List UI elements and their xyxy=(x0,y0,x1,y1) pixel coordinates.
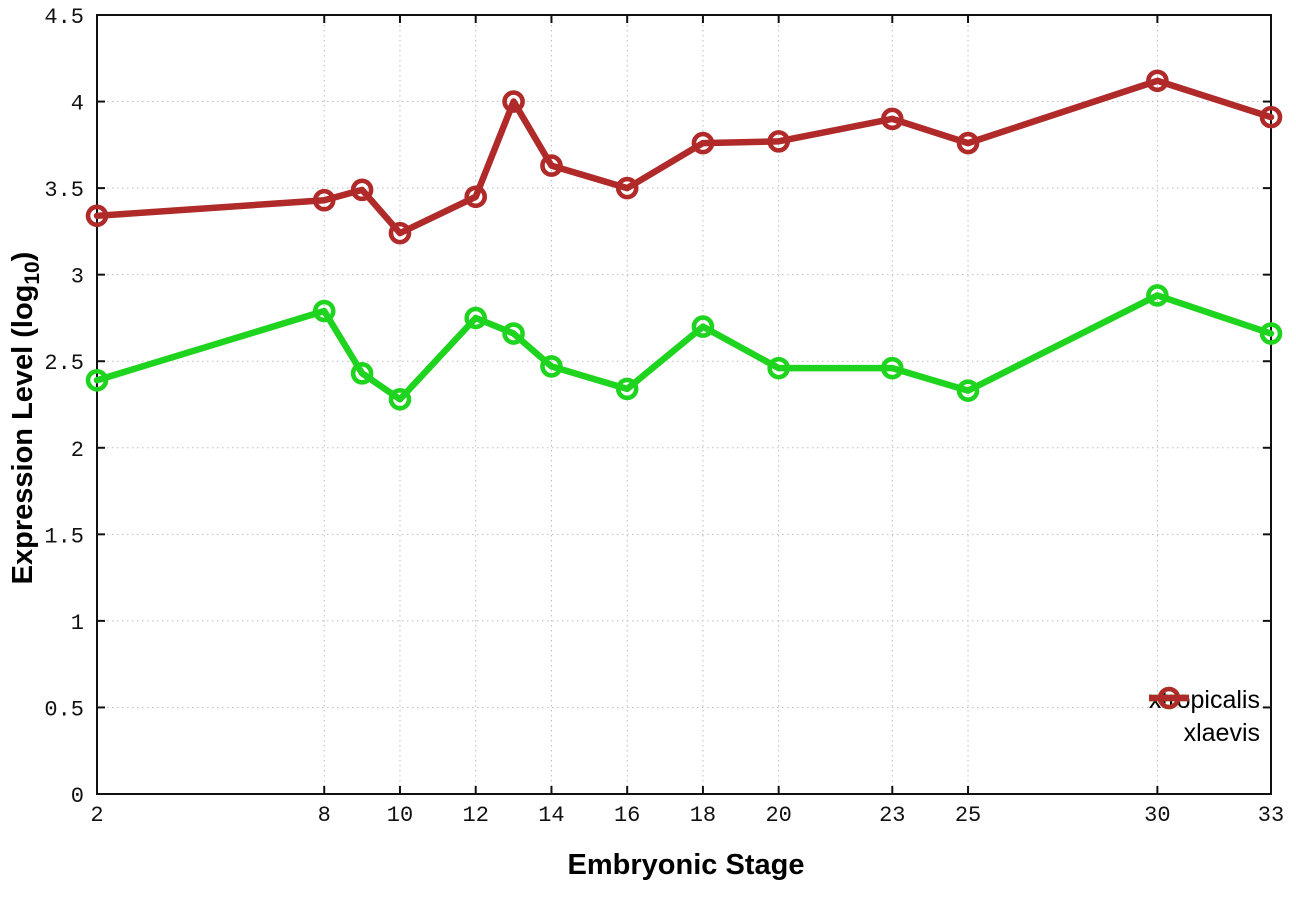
x-tick-label: 25 xyxy=(955,803,981,828)
x-tick-label: 2 xyxy=(90,803,103,828)
y-tick-label: 2.5 xyxy=(44,351,84,376)
y-axis-title-subscript: 10 xyxy=(20,261,44,285)
series-line-xtropicalis xyxy=(93,292,1275,403)
x-tick-label: 23 xyxy=(879,803,905,828)
data-point-xlaevis xyxy=(1259,105,1283,129)
data-point-xtropicalis xyxy=(388,388,412,411)
data-point-xtropicalis xyxy=(691,315,715,338)
data-point-xlaevis xyxy=(691,131,715,155)
data-point-xlaevis xyxy=(502,90,525,113)
y-tick-label: 1 xyxy=(71,611,84,636)
x-tick-label: 8 xyxy=(318,803,331,828)
legend-item-xlaevis: xlaevis xyxy=(1148,686,1260,750)
x-tick-label: 18 xyxy=(690,803,716,828)
y-tick-label: 3.5 xyxy=(44,178,84,203)
data-point-xtropicalis xyxy=(464,306,488,330)
data-point-xtropicalis xyxy=(880,356,904,380)
data-point-xtropicalis xyxy=(956,379,980,402)
data-point-xlaevis xyxy=(464,185,488,209)
data-point-xlaevis xyxy=(85,204,109,228)
y-tick-label: 1.5 xyxy=(44,524,84,549)
data-point-xtropicalis xyxy=(502,322,525,345)
legend-label: xlaevis xyxy=(1183,719,1260,747)
y-tick-label: 3 xyxy=(71,265,84,290)
data-point-xtropicalis xyxy=(767,356,790,380)
x-tick-label: 33 xyxy=(1258,803,1284,828)
data-point-xtropicalis xyxy=(1146,284,1169,307)
y-axis-title-suffix: ) xyxy=(7,251,40,262)
data-point-xlaevis xyxy=(312,188,336,212)
data-point-xlaevis xyxy=(880,107,904,131)
plot-border xyxy=(96,14,1272,795)
x-axis-title: Embryonic Stage xyxy=(567,849,805,881)
legend: xtropicalis xlaevis xyxy=(1148,684,1260,750)
x-tick-label: 10 xyxy=(387,803,413,828)
y-tick-label: 4 xyxy=(71,92,84,117)
data-point-xtropicalis xyxy=(312,299,336,323)
data-point-xlaevis xyxy=(615,176,639,200)
y-axis-title: Expression Level (log10) xyxy=(7,252,45,585)
x-tick-label: 16 xyxy=(614,803,640,828)
data-point-xlaevis xyxy=(388,221,412,245)
data-point-xlaevis xyxy=(767,130,790,153)
data-point-xlaevis xyxy=(350,178,374,202)
x-tick-label: 20 xyxy=(765,803,791,828)
data-point-xtropicalis xyxy=(1259,322,1283,345)
x-tick-label: 30 xyxy=(1144,803,1170,828)
data-point-xtropicalis xyxy=(350,362,374,385)
legend-sample-line-icon xyxy=(1148,686,1189,710)
y-tick-label: 0.5 xyxy=(44,697,84,722)
data-point-xlaevis xyxy=(540,154,563,177)
y-axis-title-text: Expression Level (log xyxy=(7,284,40,585)
y-tick-label: 4.5 xyxy=(44,5,84,30)
y-tick-label: 0 xyxy=(71,784,84,809)
series-line-xlaevis xyxy=(93,77,1275,237)
y-tick-label: 2 xyxy=(71,438,84,463)
x-tick-label: 12 xyxy=(463,803,489,828)
data-point-xlaevis xyxy=(1146,69,1169,93)
x-tick-label: 14 xyxy=(538,803,564,828)
data-point-xlaevis xyxy=(956,131,980,155)
data-point-xtropicalis xyxy=(540,355,563,378)
data-point-xtropicalis xyxy=(85,368,109,392)
data-point-xtropicalis xyxy=(615,377,639,401)
